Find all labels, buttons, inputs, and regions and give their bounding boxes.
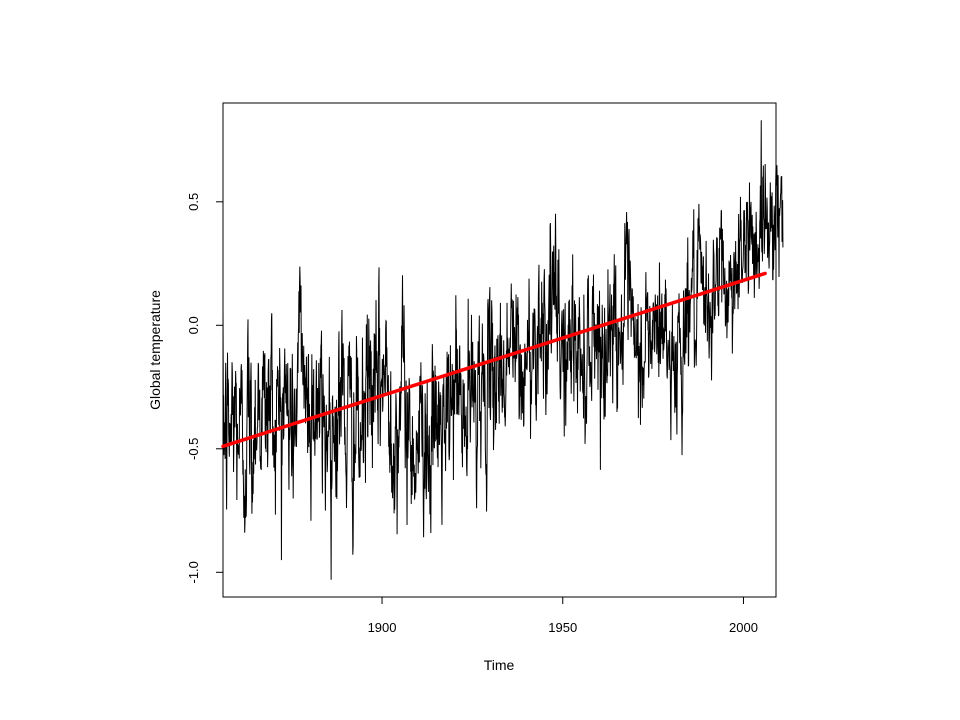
x-axis-label: Time	[484, 657, 515, 673]
x-tick-label: 2000	[729, 620, 758, 635]
y-tick-label: -1.0	[186, 561, 201, 583]
x-tick-label: 1900	[368, 620, 397, 635]
temperature-series-line	[222, 120, 784, 580]
axis-layer: 1900 1950 2000 -1.0 -0.5 0.0 0.5	[186, 193, 758, 635]
trend-line	[221, 271, 767, 449]
y-tick-label: 0.5	[186, 193, 201, 211]
x-tick-label: 1950	[548, 620, 577, 635]
y-axis-label: Global temperature	[147, 290, 163, 410]
series-layer	[221, 120, 784, 580]
y-tick-label: 0.0	[186, 316, 201, 334]
y-tick-label: -0.5	[186, 438, 201, 460]
